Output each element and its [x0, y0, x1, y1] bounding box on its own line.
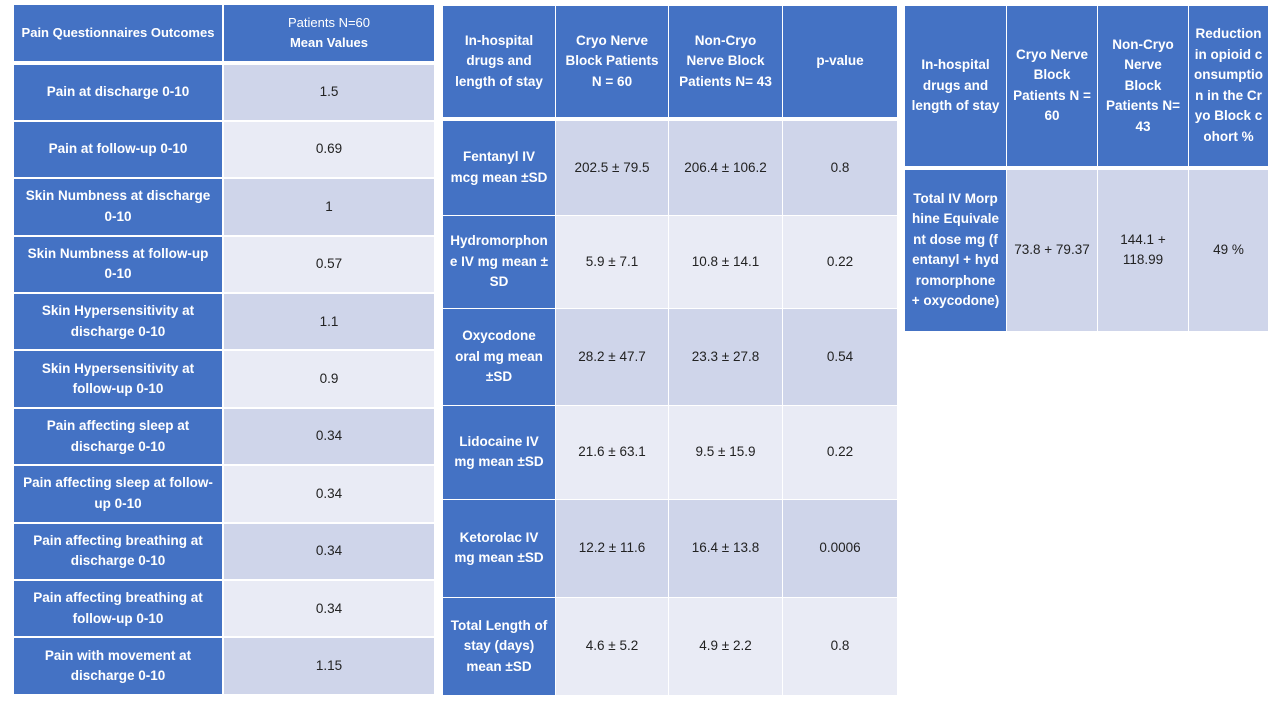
row-value: 1.1 [222, 293, 436, 352]
row-label: Fentanyl IV mcg mean ±SD [442, 118, 556, 216]
p-value: 0.0006 [782, 499, 898, 598]
column-header-drugs: In-hospital drugs and length of stay [442, 4, 556, 121]
column-header-reduction: Reduction in opioid consumption in the C… [1188, 5, 1269, 170]
mean-values-label: Mean Values [289, 35, 369, 51]
noncryo-value: 144.1 + 118.99 [1097, 167, 1189, 332]
row-value: 0.69 [222, 120, 436, 180]
row-label: Pain at follow-up 0-10 [12, 120, 224, 180]
column-header-noncryo: Non-Cryo Nerve Block Patients N= 43 [668, 4, 783, 121]
cryo-value: 73.8 + 79.37 [1006, 167, 1098, 332]
row-label: Pain at discharge 0-10 [12, 63, 224, 122]
p-value: 0.54 [782, 308, 898, 406]
row-label: Total IV Morphine Equivalent dose mg (fe… [904, 167, 1007, 332]
row-label: Hydromorphone IV mg mean ± SD [442, 214, 556, 310]
column-header-outcomes: Pain Questionnaires Outcomes [12, 5, 224, 66]
cryo-value: 5.9 ± 7.1 [555, 214, 669, 310]
morphine-equivalent-table: In-hospital drugs and length of stay Cry… [904, 5, 1269, 332]
cryo-value: 202.5 ± 79.5 [555, 118, 669, 216]
column-header-noncryo: Non-Cryo Nerve Block Patients N= 43 [1097, 5, 1189, 170]
column-header-cryo: Cryo Nerve Block Patients N = 60 [555, 4, 669, 121]
row-value: 0.34 [222, 522, 436, 582]
row-label: Lidocaine IV mg mean ±SD [442, 404, 556, 501]
noncryo-value: 10.8 ± 14.1 [668, 214, 783, 310]
patients-n-label: Patients N=60 [287, 14, 371, 30]
noncryo-value: 23.3 ± 27.8 [668, 308, 783, 406]
row-label: Skin Hypersensitivity at follow-up 0-10 [12, 350, 224, 409]
column-header-mean-values: Patients N=60 Mean Values [222, 5, 436, 66]
row-label: Skin Hypersensitivity at discharge 0-10 [12, 293, 224, 352]
pain-questionnaire-table: Pain Questionnaires Outcomes Patients N=… [12, 5, 436, 696]
row-label: Pain affecting sleep at follow-up 0-10 [12, 465, 224, 524]
noncryo-value: 206.4 ± 106.2 [668, 118, 783, 216]
noncryo-value: 4.9 ± 2.2 [668, 596, 783, 697]
p-value: 0.8 [782, 118, 898, 216]
reduction-value: 49 % [1188, 167, 1269, 332]
row-value: 0.57 [222, 235, 436, 295]
row-label: Pain affecting sleep at discharge 0-10 [12, 407, 224, 467]
p-value: 0.8 [782, 596, 898, 697]
cryo-value: 28.2 ± 47.7 [555, 308, 669, 406]
row-label: Total Length of stay (days) mean ±SD [442, 596, 556, 697]
row-label: Pain with movement at discharge 0-10 [12, 637, 224, 696]
row-value: 1.15 [222, 637, 436, 696]
in-hospital-drugs-table: In-hospital drugs and length of stay Cry… [442, 4, 898, 697]
column-header-drugs: In-hospital drugs and length of stay [904, 5, 1007, 170]
row-label: Skin Numbness at follow-up 0-10 [12, 235, 224, 295]
row-label: Ketorolac IV mg mean ±SD [442, 499, 556, 598]
row-label: Skin Numbness at discharge 0-10 [12, 178, 224, 237]
noncryo-value: 16.4 ± 13.8 [668, 499, 783, 598]
row-label: Oxycodone oral mg mean ±SD [442, 308, 556, 406]
row-value: 1 [222, 178, 436, 237]
row-value: 0.34 [222, 407, 436, 467]
cryo-value: 21.6 ± 63.1 [555, 404, 669, 501]
p-value: 0.22 [782, 404, 898, 501]
row-value: 0.34 [222, 580, 436, 639]
cryo-value: 12.2 ± 11.6 [555, 499, 669, 598]
row-label: Pain affecting breathing at follow-up 0-… [12, 580, 224, 639]
row-label: Pain affecting breathing at discharge 0-… [12, 522, 224, 582]
row-value: 1.5 [222, 63, 436, 122]
row-value: 0.34 [222, 465, 436, 524]
row-value: 0.9 [222, 350, 436, 409]
column-header-p-value: p-value [782, 4, 898, 121]
noncryo-value: 9.5 ± 15.9 [668, 404, 783, 501]
cryo-value: 4.6 ± 5.2 [555, 596, 669, 697]
p-value: 0.22 [782, 214, 898, 310]
column-header-cryo: Cryo Nerve Block Patients N = 60 [1006, 5, 1098, 170]
